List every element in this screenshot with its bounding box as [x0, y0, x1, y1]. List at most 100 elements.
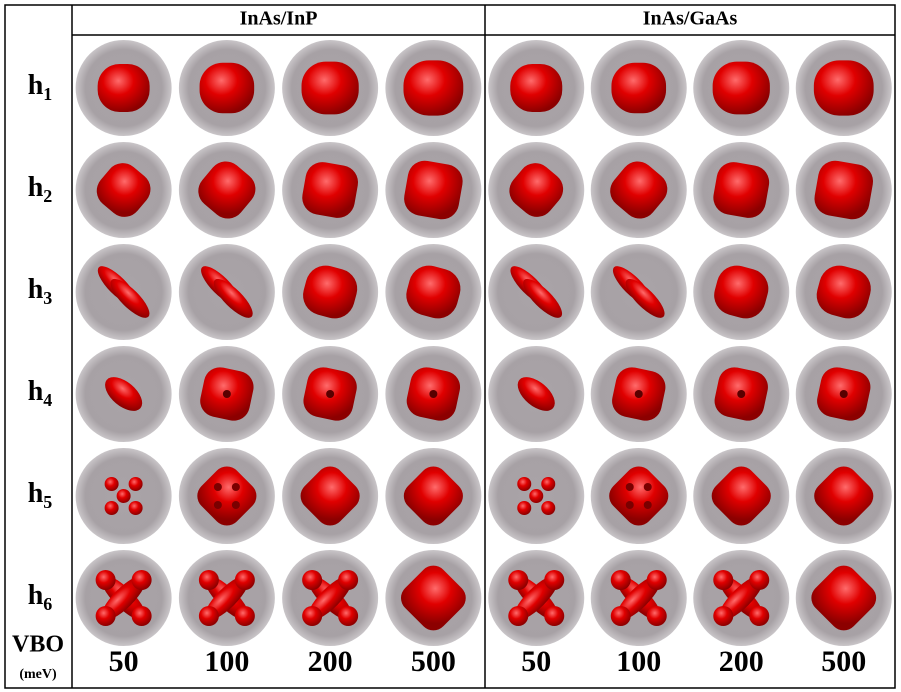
row-subscript: 2 [43, 186, 52, 206]
row-symbol: h [28, 580, 44, 611]
cell [178, 244, 275, 340]
cell [590, 550, 687, 646]
cell [488, 244, 585, 340]
isosurface [711, 466, 771, 526]
cell [488, 40, 585, 136]
isosurface-hole [634, 390, 643, 398]
isosurface [508, 570, 529, 590]
row-symbol: h [28, 376, 44, 407]
vbo-value: 50 [521, 645, 551, 678]
isosurface-hole [625, 501, 634, 509]
row-symbol: h [28, 274, 44, 305]
isosurface [302, 162, 359, 218]
isosurface [609, 466, 669, 526]
cell [693, 142, 790, 238]
isosurface [110, 278, 150, 318]
cell [75, 142, 172, 238]
isosurface [97, 64, 150, 112]
isosurface [95, 570, 116, 590]
cell [385, 346, 482, 442]
vbo-value: 200 [308, 645, 353, 678]
row-label: h5 [28, 478, 53, 512]
isosurface [116, 489, 131, 503]
row-symbol: h [28, 478, 44, 509]
isosurface [303, 265, 358, 319]
isosurface-hole [737, 390, 746, 398]
isosurface [541, 477, 556, 491]
isosurface [128, 501, 143, 515]
row-subscript: 5 [43, 492, 52, 512]
isosurface [234, 570, 255, 590]
isosurface [301, 61, 359, 115]
isosurface-hole [326, 390, 335, 398]
isosurface [814, 466, 874, 526]
cell [75, 346, 172, 442]
isosurface [404, 160, 463, 220]
cell [693, 40, 790, 136]
cell [75, 550, 172, 646]
isosurface-hole [839, 390, 848, 398]
isosurface [403, 60, 464, 116]
vbo-value: 200 [719, 645, 764, 678]
isosurface [517, 501, 532, 515]
row-symbol: h [28, 172, 44, 203]
isosurface [610, 606, 631, 626]
vbo-value: 100 [616, 645, 661, 678]
isosurface-hole [231, 483, 240, 491]
cell [590, 40, 687, 136]
isosurface-hole [429, 390, 438, 398]
isosurface [610, 570, 631, 590]
cell [795, 40, 892, 136]
cell [795, 244, 892, 340]
isosurface-hole [643, 501, 652, 509]
group-title: InAs/GaAs [643, 8, 738, 30]
isosurface [128, 477, 143, 491]
isosurface [749, 570, 770, 590]
cell [488, 346, 585, 442]
isosurface [198, 570, 219, 590]
cell [693, 448, 790, 544]
isosurface [816, 265, 871, 319]
isosurface [403, 466, 463, 526]
isosurface [131, 606, 152, 626]
isosurface [529, 489, 544, 503]
cell [178, 40, 275, 136]
isosurface [544, 570, 565, 590]
isosurface [197, 466, 257, 526]
isosurface [713, 162, 770, 218]
cell [178, 346, 275, 442]
row-label: h4 [28, 376, 53, 410]
isosurface [610, 161, 668, 219]
isosurface [338, 606, 359, 626]
isosurface [646, 570, 667, 590]
isosurface [811, 565, 877, 631]
isosurface [508, 606, 529, 626]
cell [590, 244, 687, 340]
cell [282, 346, 379, 442]
cell [590, 142, 687, 238]
footer-unit: (meV) [19, 667, 57, 682]
row-subscript: 4 [43, 390, 52, 410]
isosurface [517, 377, 555, 411]
isosurface [544, 606, 565, 626]
isosurface-hole [643, 483, 652, 491]
cell [590, 346, 687, 442]
cell [693, 244, 790, 340]
isosurface-hole [222, 390, 231, 398]
isosurface [300, 466, 360, 526]
isosurface [714, 265, 769, 319]
row-label: h2 [28, 172, 53, 206]
isosurface [509, 163, 564, 217]
cell [488, 448, 585, 544]
isosurface [302, 570, 323, 590]
group-title: InAs/InP [240, 8, 318, 30]
cell [282, 448, 379, 544]
isosurface [95, 606, 116, 626]
isosurface [213, 278, 253, 318]
isosurface [625, 278, 665, 318]
cell [178, 448, 275, 544]
row-label: h6 [28, 580, 53, 614]
isosurface [338, 570, 359, 590]
isosurface [96, 163, 151, 217]
